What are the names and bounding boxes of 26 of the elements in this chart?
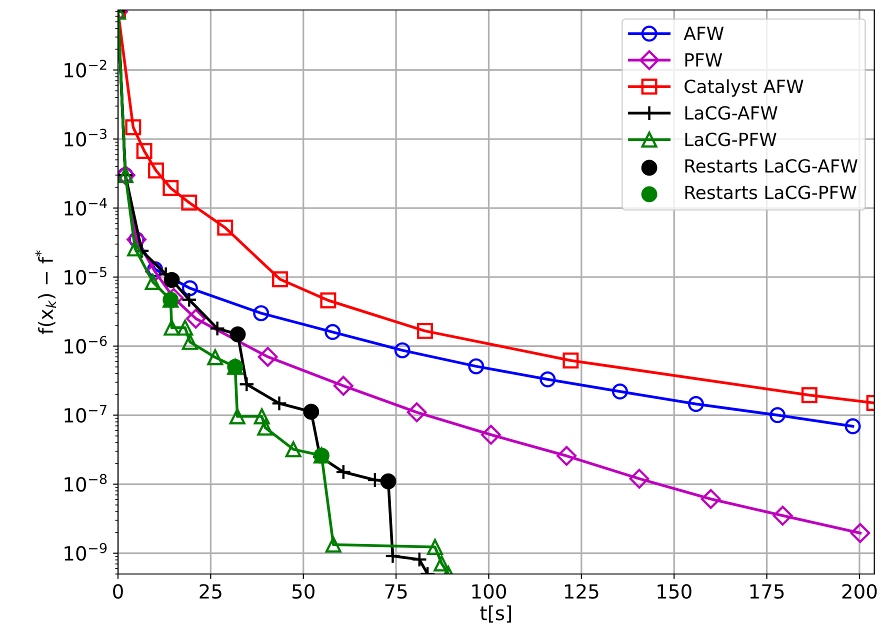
- legend-label: PFW: [685, 53, 722, 66]
- y-tick-label: 10$^{−3}$: [64, 128, 106, 147]
- x-axis-title: t[s]: [480, 605, 511, 623]
- x-tick-label: 175: [750, 584, 784, 599]
- y-axis-title: f(x$_{k}$) − f$^{*}$: [35, 250, 56, 334]
- x-tick-label: 150: [658, 584, 692, 599]
- legend-label: AFW: [684, 26, 724, 40]
- y-tick-label: 10$^{−8}$: [64, 474, 107, 492]
- legend-label: LaCG-PFW: [685, 132, 776, 146]
- y-tick-label: 10$^{−7}$: [64, 405, 106, 423]
- x-tick-label: 25: [200, 584, 222, 599]
- legend-label: Catalyst AFW: [684, 79, 804, 97]
- y-tick-label: 10$^{−2}$: [64, 60, 106, 78]
- y-tick-label: 10$^{−5}$: [64, 266, 106, 285]
- y-tick-label: 10$^{−9}$: [64, 542, 107, 561]
- x-tick-label: 0: [113, 584, 123, 599]
- x-tick-label: 75: [385, 584, 407, 599]
- x-tick-label: 50: [292, 584, 314, 599]
- legend-label: Restarts LaCG-AFW: [685, 159, 858, 173]
- legend-label: LaCG-AFW: [685, 106, 778, 120]
- x-tick-label: 200: [842, 584, 877, 599]
- legend-label: Restarts LaCG-PFW: [685, 186, 856, 200]
- y-tick-label: 10$^{−6}$: [64, 336, 107, 354]
- x-tick-label: 100: [472, 584, 506, 599]
- x-tick-label: 125: [565, 584, 598, 599]
- y-tick-label: 10$^{−4}$: [64, 198, 107, 216]
